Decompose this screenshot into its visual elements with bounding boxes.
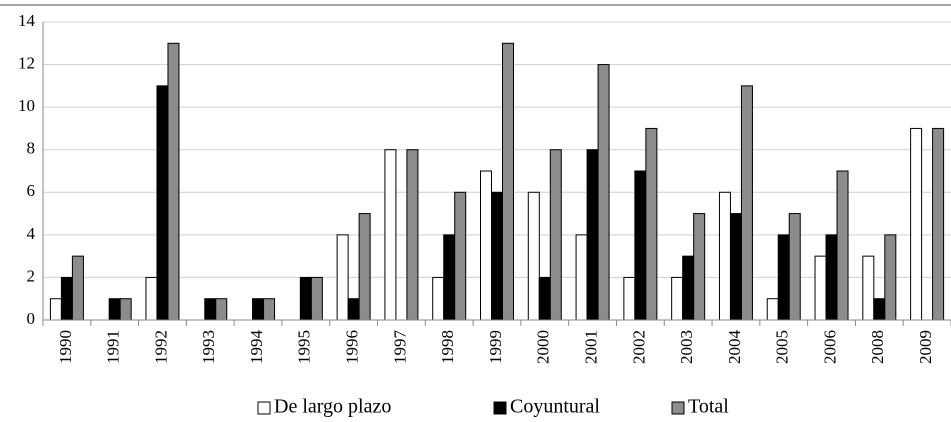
y-tick-label: 2 xyxy=(27,266,36,285)
bar xyxy=(480,170,492,321)
x-tick-label: 1991 xyxy=(104,330,123,364)
x-tick-label: 2008 xyxy=(868,330,887,364)
x-tick-label: 2004 xyxy=(725,330,744,365)
x-tick-label: 1998 xyxy=(438,330,457,364)
bar xyxy=(682,255,695,321)
bar xyxy=(454,191,467,321)
bar xyxy=(814,255,827,321)
bar xyxy=(873,298,886,321)
x-tick-label: 2009 xyxy=(916,330,935,364)
bar xyxy=(623,276,636,321)
x-tick-label: 2003 xyxy=(677,330,696,364)
bar xyxy=(49,298,62,321)
legend-swatch xyxy=(493,401,507,415)
bar xyxy=(693,213,706,321)
bar xyxy=(502,42,514,321)
x-tick-label: 1990 xyxy=(56,330,75,364)
y-tick-label: 0 xyxy=(27,309,36,328)
bar xyxy=(575,234,588,321)
bar xyxy=(432,276,445,321)
bar xyxy=(215,298,228,321)
x-tick-label: 2000 xyxy=(534,330,553,364)
x-tick-label: 1993 xyxy=(199,330,218,364)
bar xyxy=(384,149,397,321)
bar xyxy=(347,298,360,321)
bar xyxy=(310,276,323,321)
y-tick-label: 12 xyxy=(18,53,35,72)
bar xyxy=(443,234,456,321)
bar xyxy=(910,127,923,321)
bar xyxy=(156,85,169,321)
x-tick-label: 1994 xyxy=(247,330,266,365)
bar xyxy=(788,213,801,321)
bar xyxy=(718,191,731,321)
bar xyxy=(336,234,349,321)
bar xyxy=(549,149,562,321)
bar xyxy=(884,234,897,321)
x-tick-label: 1995 xyxy=(295,330,314,364)
bar xyxy=(777,234,790,321)
bar xyxy=(586,149,599,321)
bar xyxy=(145,276,158,321)
bar xyxy=(597,64,610,321)
x-tick-label: 1992 xyxy=(151,330,170,364)
bar xyxy=(71,255,84,321)
bar xyxy=(167,42,180,321)
bar xyxy=(729,213,742,321)
bar xyxy=(527,191,540,321)
bar xyxy=(204,298,217,321)
y-tick-label: 14 xyxy=(18,11,36,30)
legend-swatch xyxy=(671,401,685,415)
bar xyxy=(299,276,312,321)
y-tick-label: 6 xyxy=(27,181,36,200)
y-tick-label: 10 xyxy=(18,96,35,115)
legend-label: Total xyxy=(688,396,729,418)
legend-label: Coyuntural xyxy=(510,396,600,418)
bar xyxy=(406,149,419,321)
bar xyxy=(358,213,371,321)
bar xyxy=(252,298,265,321)
bar xyxy=(538,276,551,321)
bar xyxy=(263,298,276,321)
legend-label: De largo plazo xyxy=(274,396,391,418)
x-tick-label: 1999 xyxy=(486,330,505,364)
x-tick-label: 2005 xyxy=(773,330,792,364)
bar xyxy=(836,170,849,321)
y-tick-label: 4 xyxy=(27,224,36,243)
legend-swatch xyxy=(257,401,271,415)
bar xyxy=(932,127,945,321)
bar xyxy=(108,298,121,321)
x-tick-label: 1997 xyxy=(390,330,409,365)
bar xyxy=(645,127,658,321)
x-tick-label: 2001 xyxy=(581,330,600,364)
bar xyxy=(119,298,132,321)
bar xyxy=(740,85,753,321)
bar xyxy=(862,255,875,321)
x-tick-label: 2006 xyxy=(820,330,839,364)
x-tick-label: 1996 xyxy=(343,330,362,364)
bar xyxy=(60,276,73,321)
bar xyxy=(825,234,838,321)
bar xyxy=(671,276,684,321)
bar xyxy=(491,191,503,321)
x-tick-label: 2002 xyxy=(629,330,648,364)
bar xyxy=(634,170,647,321)
bar xyxy=(766,298,779,321)
y-tick-label: 8 xyxy=(27,139,36,158)
